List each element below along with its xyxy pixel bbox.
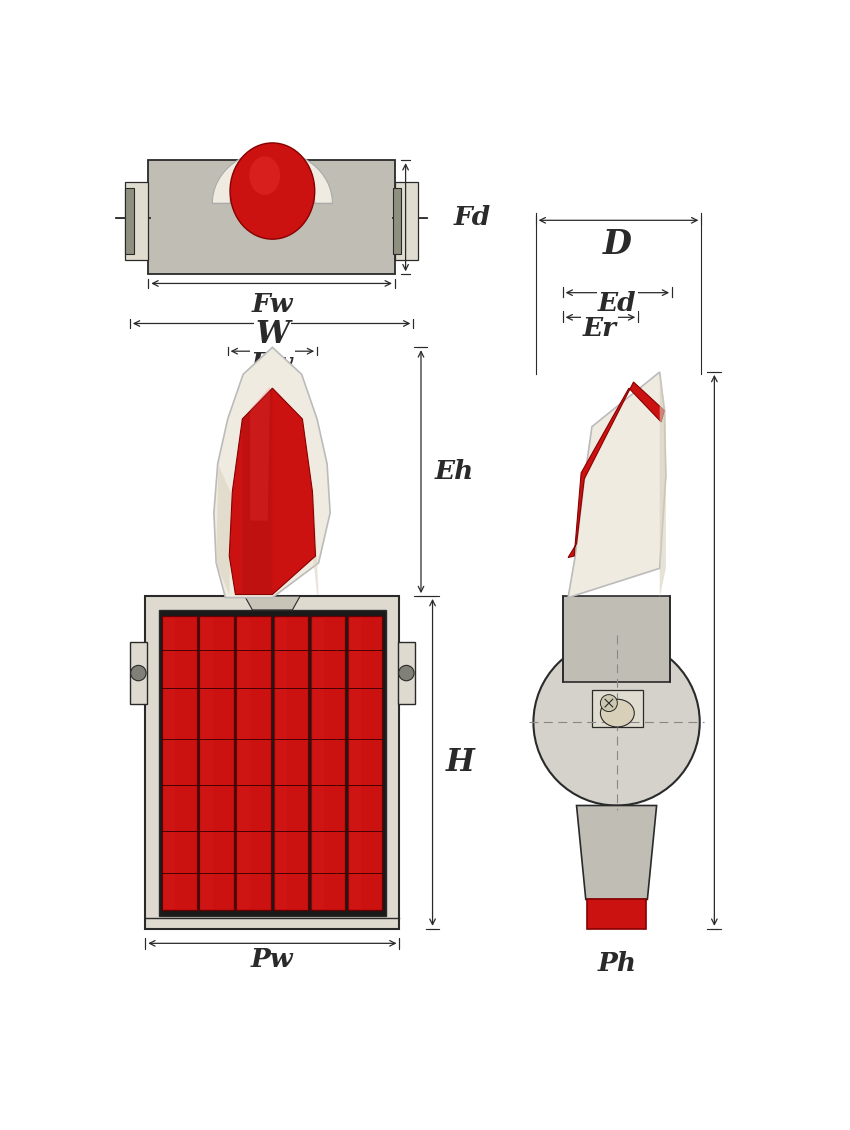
Ellipse shape (249, 156, 280, 194)
Polygon shape (200, 616, 234, 911)
Polygon shape (162, 616, 197, 911)
Text: H: H (445, 747, 474, 777)
Polygon shape (216, 466, 231, 594)
Text: Ed: Ed (598, 290, 637, 316)
Polygon shape (145, 596, 400, 929)
Text: Er: Er (582, 315, 616, 340)
Polygon shape (398, 642, 415, 704)
Polygon shape (163, 618, 175, 909)
Polygon shape (230, 389, 315, 594)
Text: Ph: Ph (598, 950, 637, 976)
Polygon shape (237, 618, 250, 909)
Polygon shape (200, 618, 212, 909)
Ellipse shape (230, 142, 314, 240)
Circle shape (131, 666, 146, 680)
Polygon shape (348, 618, 361, 909)
Text: Fw: Fw (252, 293, 293, 318)
Circle shape (534, 640, 700, 806)
Polygon shape (311, 618, 324, 909)
Polygon shape (149, 160, 394, 275)
Polygon shape (125, 188, 133, 254)
Polygon shape (236, 616, 271, 911)
Polygon shape (274, 616, 309, 911)
Polygon shape (576, 806, 656, 899)
Polygon shape (214, 347, 330, 598)
Ellipse shape (600, 699, 634, 727)
Polygon shape (245, 596, 300, 610)
Polygon shape (306, 495, 319, 594)
Polygon shape (250, 386, 270, 521)
Polygon shape (348, 616, 382, 911)
Polygon shape (125, 182, 149, 260)
Circle shape (399, 666, 414, 680)
Text: Ew: Ew (251, 351, 294, 376)
Polygon shape (130, 642, 147, 704)
Polygon shape (660, 372, 666, 598)
Polygon shape (563, 596, 671, 683)
Text: Eh: Eh (435, 459, 474, 484)
Text: W: W (255, 319, 290, 350)
Circle shape (600, 695, 617, 712)
Polygon shape (275, 618, 286, 909)
Polygon shape (159, 610, 386, 916)
Polygon shape (310, 616, 345, 911)
Polygon shape (568, 372, 666, 598)
Polygon shape (592, 690, 643, 727)
Text: Fd: Fd (453, 206, 490, 231)
Polygon shape (212, 150, 332, 203)
Polygon shape (568, 382, 665, 557)
Polygon shape (587, 899, 646, 929)
Polygon shape (394, 182, 418, 260)
Text: Pw: Pw (251, 947, 294, 972)
Text: D: D (603, 228, 632, 261)
Polygon shape (242, 389, 272, 594)
Polygon shape (393, 188, 401, 254)
